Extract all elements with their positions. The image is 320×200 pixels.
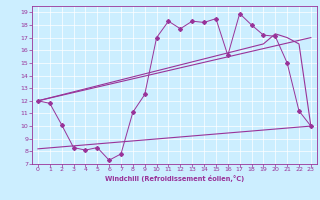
X-axis label: Windchill (Refroidissement éolien,°C): Windchill (Refroidissement éolien,°C) bbox=[105, 175, 244, 182]
